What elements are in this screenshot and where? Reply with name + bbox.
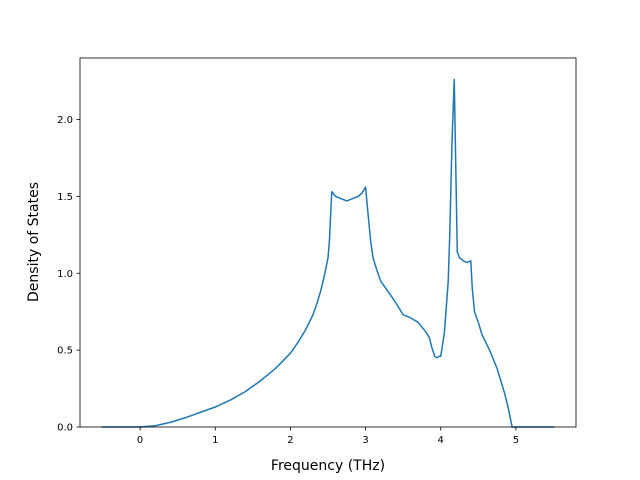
- axes-frame: [79, 57, 577, 428]
- x-tick-label: 3: [362, 435, 368, 446]
- y-tick-label: 0.0: [57, 423, 73, 434]
- x-axis-ticks: 0 1 2 3 4 5: [137, 427, 519, 446]
- plot-area: [101, 78, 555, 428]
- x-tick-label: 1: [212, 435, 218, 446]
- x-axis-label: Frequency (THz): [271, 458, 385, 474]
- y-tick-label: 1.5: [57, 192, 73, 203]
- dos-series-line: [101, 78, 555, 428]
- y-tick-label: 0.5: [57, 346, 73, 357]
- x-tick-label: 5: [513, 435, 519, 446]
- y-tick-label: 2.0: [57, 115, 73, 126]
- y-axis-ticks: 0.0 0.5 1.0 1.5 2.0: [57, 115, 80, 434]
- x-tick-label: 0: [137, 435, 143, 446]
- x-tick-label: 2: [287, 435, 293, 446]
- x-tick-label: 4: [438, 435, 444, 446]
- y-tick-label: 1.0: [57, 269, 73, 280]
- y-axis-label: Density of States: [26, 182, 42, 302]
